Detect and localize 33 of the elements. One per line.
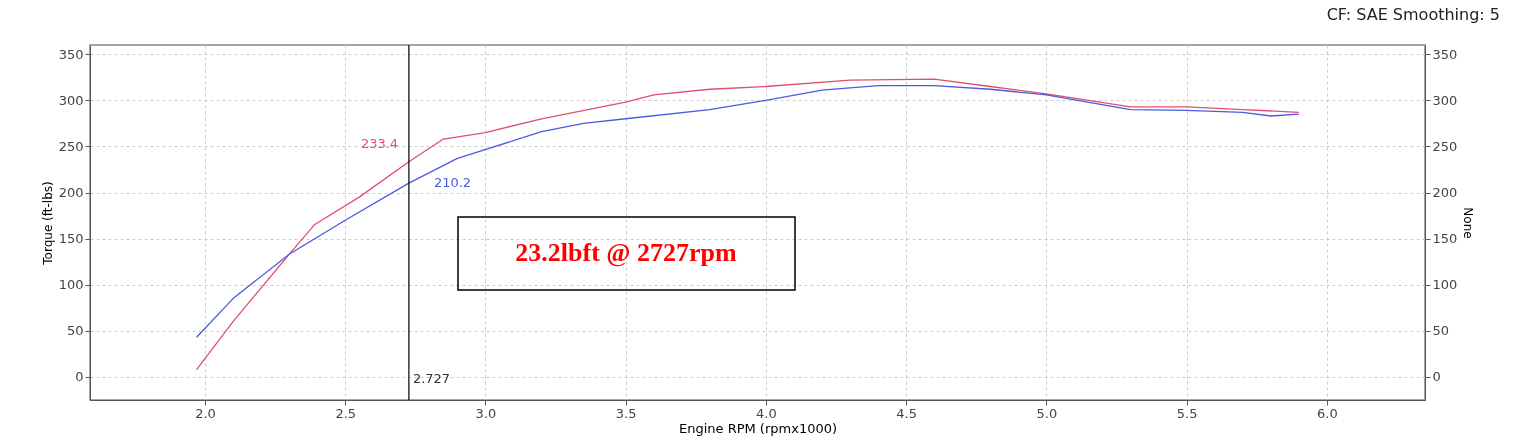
y2-tick-label: 200 bbox=[1432, 185, 1458, 201]
y-tick-label: 0 bbox=[75, 369, 84, 385]
x-tick-label: 5.0 bbox=[1036, 405, 1058, 421]
x-tick-label: 3.0 bbox=[475, 405, 497, 421]
x-tick-label: 6.0 bbox=[1316, 405, 1338, 421]
ref-line-label: 2.727 bbox=[412, 371, 451, 386]
y2-tick-label: 100 bbox=[1432, 277, 1458, 293]
y-tick-label: 200 bbox=[58, 185, 84, 201]
x-tick-label: 3.5 bbox=[615, 405, 637, 421]
annotation: 233.4 bbox=[360, 135, 399, 151]
annotation: 210.2 bbox=[433, 175, 472, 191]
x-tick-label: 4.0 bbox=[756, 405, 777, 421]
y2-tick-label: 300 bbox=[1432, 92, 1458, 108]
x-tick-label: 5.5 bbox=[1176, 405, 1198, 421]
x-tick-label: 2.5 bbox=[335, 405, 357, 421]
y2-axis-title: None bbox=[1461, 207, 1476, 239]
x-axis-title: Engine RPM (rpmx1000) bbox=[678, 420, 838, 436]
y-tick-label: 150 bbox=[58, 231, 84, 247]
y2-tick-label: 350 bbox=[1432, 46, 1458, 62]
y2-tick-label: 250 bbox=[1432, 138, 1458, 154]
x-tick-label: 4.5 bbox=[896, 405, 917, 421]
x-tick-label: 2.0 bbox=[195, 405, 216, 421]
text: CF: SAE Smoothing: 5 bbox=[1326, 5, 1500, 24]
annotation: 23.2lbft @ 2727rpm bbox=[515, 238, 738, 267]
y2-tick-label: 150 bbox=[1432, 231, 1458, 247]
y-tick-label: 250 bbox=[58, 138, 84, 154]
y-tick-label: 50 bbox=[66, 323, 84, 339]
y-tick-label: 350 bbox=[58, 46, 84, 62]
y-axis-title: Torque (ft-lbs) bbox=[40, 181, 55, 266]
y-tick-label: 100 bbox=[58, 277, 84, 293]
y-tick-label: 300 bbox=[58, 92, 84, 108]
y2-tick-label: 0 bbox=[1432, 369, 1441, 385]
y2-tick-label: 50 bbox=[1432, 323, 1450, 339]
